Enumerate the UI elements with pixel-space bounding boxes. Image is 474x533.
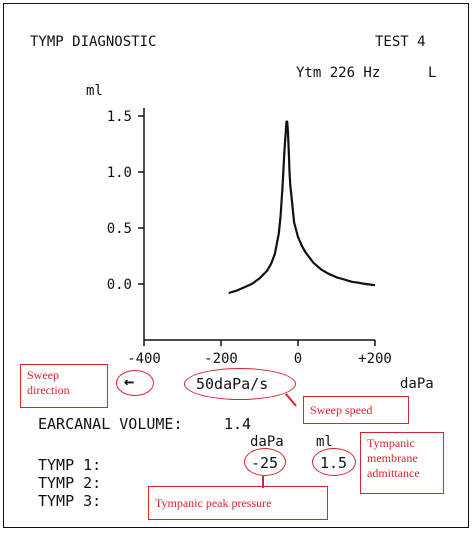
- peak-pressure-circle: [244, 448, 286, 476]
- peak-pressure-annotation: Tympanic peak pressure: [148, 486, 328, 520]
- tymp-1-admittance: 1.5: [320, 454, 348, 472]
- figure-frame: [3, 3, 469, 528]
- y-tick-label: 1.5: [107, 109, 132, 125]
- left-arrow-icon: ←: [124, 372, 135, 392]
- admittance-annotation: Tympanic membrane admittance: [360, 432, 444, 494]
- tymp-1-label: TYMP 1:: [38, 456, 102, 474]
- sweep-direction-circle: [116, 370, 154, 396]
- x-tick-label: +200: [358, 351, 392, 367]
- tymp-3-label: TYMP 3:: [38, 492, 102, 510]
- y-tick-label: 0.5: [107, 221, 132, 237]
- probe-frequency: Ytm 226 Hz: [296, 65, 381, 81]
- x-tick-label: 0: [294, 351, 302, 367]
- tymp-1-pressure: -25: [251, 454, 279, 472]
- peak-pressure-connector: [262, 476, 264, 488]
- sweep-speed-annotation: Sweep speed: [303, 396, 409, 424]
- sweep-direction-annotation: Sweep direction: [20, 364, 108, 408]
- admittance-circle: [312, 448, 356, 476]
- pressure-unit-header: daPa: [250, 434, 284, 450]
- x-tick-label: -200: [204, 351, 238, 367]
- y-axis-label: ml: [86, 83, 103, 99]
- x-axis-unit-label: daPa: [400, 376, 434, 392]
- ear-side: L: [428, 65, 437, 81]
- test-number: TEST 4: [375, 34, 426, 50]
- sweep-speed-circle: [184, 368, 296, 400]
- tympanogram-curve: [228, 120, 376, 295]
- sweep-speed-value: 50daPa/s: [196, 375, 269, 393]
- admittance-unit-header: ml: [316, 434, 333, 450]
- y-tick-label: 1.0: [107, 165, 132, 181]
- earcanal-volume-value: 1.4: [224, 415, 252, 433]
- report-title: TYMP DIAGNOSTIC: [30, 34, 157, 50]
- earcanal-volume-label: EARCANAL VOLUME:: [38, 415, 183, 433]
- y-tick-label: 0.0: [107, 277, 132, 293]
- tymp-2-label: TYMP 2:: [38, 474, 102, 492]
- x-tick-label: -400: [127, 351, 161, 367]
